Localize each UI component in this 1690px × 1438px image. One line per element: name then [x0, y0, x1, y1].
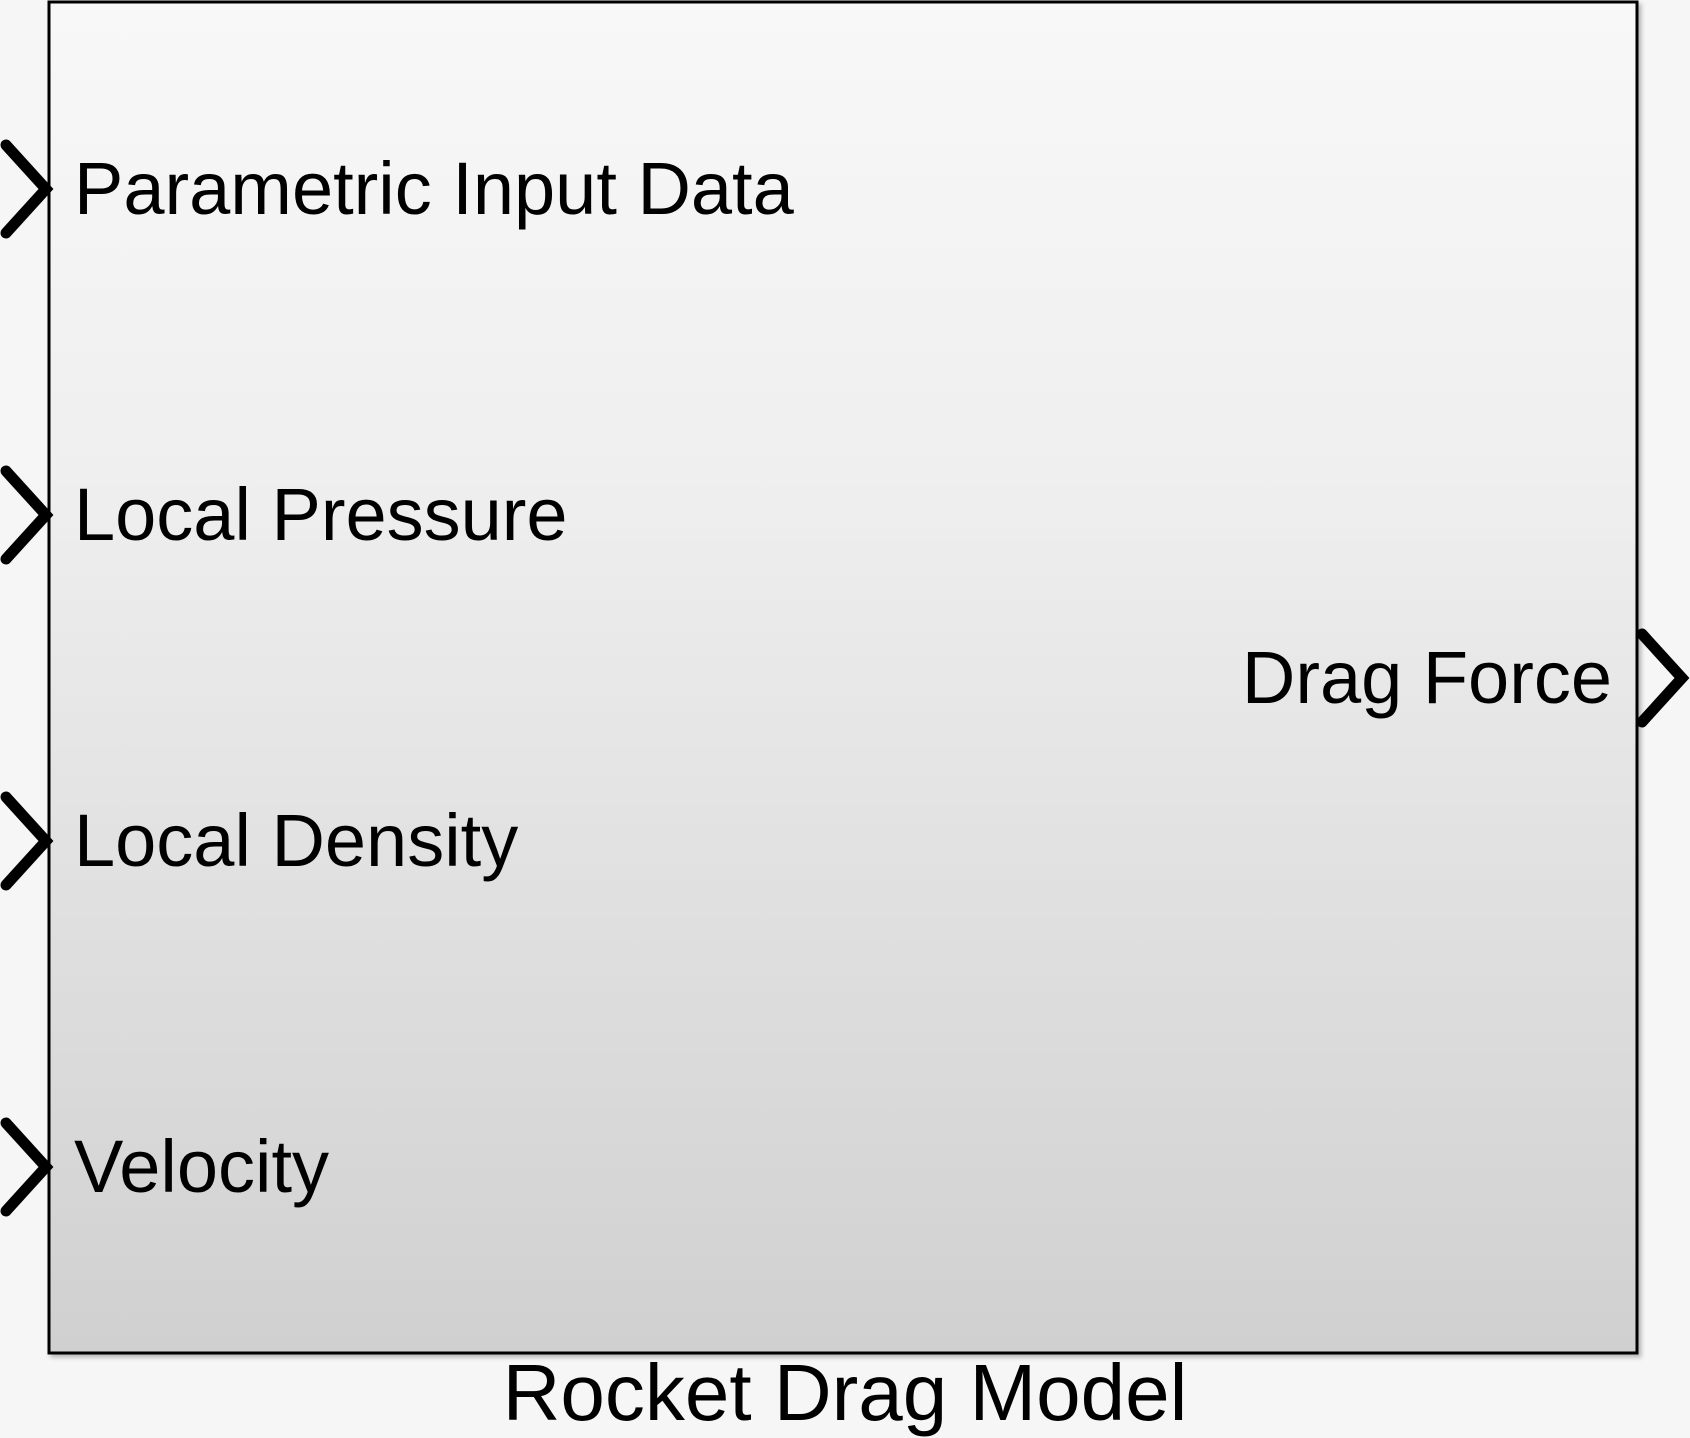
input-port-label: Local Pressure: [74, 473, 568, 556]
input-port-label: Velocity: [74, 1125, 329, 1208]
input-port-chevron-icon[interactable]: [0, 791, 54, 891]
input-port-1[interactable]: Parametric Input Data: [0, 139, 795, 239]
input-port-label: Parametric Input Data: [74, 147, 795, 230]
input-port-3[interactable]: Local Density: [0, 791, 518, 891]
input-port-chevron-icon[interactable]: [0, 1117, 54, 1217]
output-port-label: Drag Force: [1242, 636, 1612, 719]
input-port-2[interactable]: Local Pressure: [0, 465, 568, 565]
output-port-chevron-icon[interactable]: [1636, 628, 1690, 728]
block-body[interactable]: [47, 0, 1639, 1355]
input-port-label: Local Density: [74, 799, 518, 882]
input-port-chevron-icon[interactable]: [0, 465, 54, 565]
output-port-1[interactable]: Drag Force: [1242, 628, 1690, 728]
block-name-label[interactable]: Rocket Drag Model: [503, 1348, 1188, 1437]
input-port-chevron-icon[interactable]: [0, 139, 54, 239]
input-port-4[interactable]: Velocity: [0, 1117, 329, 1217]
subsystem-block[interactable]: [47, 0, 1639, 1355]
